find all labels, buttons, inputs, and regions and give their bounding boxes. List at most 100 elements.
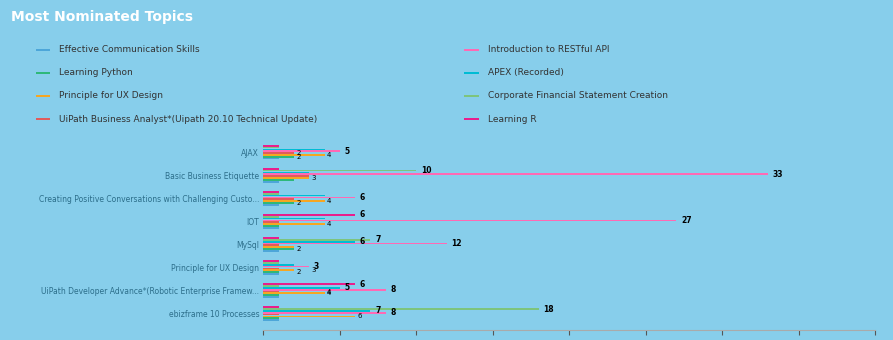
Text: 4: 4: [327, 290, 331, 296]
Bar: [263, 314, 279, 316]
Bar: [263, 181, 279, 183]
Text: 2: 2: [296, 200, 301, 206]
FancyBboxPatch shape: [464, 118, 479, 120]
Bar: [263, 287, 340, 289]
Bar: [263, 227, 279, 229]
Bar: [263, 269, 294, 271]
Text: 3: 3: [314, 262, 319, 271]
Bar: [263, 319, 279, 321]
Text: 33: 33: [772, 170, 783, 179]
Bar: [263, 283, 355, 285]
Text: 5: 5: [345, 147, 350, 156]
Text: 4: 4: [327, 221, 331, 227]
Text: 6: 6: [360, 210, 365, 219]
Text: UiPath Business Analyst*(Uipath 20.10 Technical Update): UiPath Business Analyst*(Uipath 20.10 Te…: [59, 115, 317, 123]
Text: APEX (Recorded): APEX (Recorded): [488, 68, 563, 77]
Bar: [263, 150, 340, 152]
Bar: [263, 310, 371, 312]
Text: 8: 8: [390, 308, 396, 317]
Bar: [263, 223, 325, 225]
Text: Introduction to RESTful API: Introduction to RESTful API: [488, 45, 609, 54]
Bar: [263, 241, 355, 242]
Bar: [263, 271, 279, 273]
Bar: [263, 204, 279, 206]
Bar: [263, 195, 325, 197]
Text: 2: 2: [296, 150, 301, 156]
Bar: [263, 175, 309, 177]
Bar: [263, 154, 325, 156]
Bar: [263, 218, 325, 219]
Bar: [263, 149, 325, 150]
Bar: [263, 291, 279, 292]
Bar: [263, 264, 294, 266]
Text: 8: 8: [390, 285, 396, 294]
Text: 2: 2: [296, 269, 301, 275]
Bar: [263, 214, 355, 216]
Bar: [263, 250, 279, 252]
Bar: [263, 312, 386, 313]
Bar: [263, 200, 325, 202]
Bar: [263, 289, 386, 290]
Bar: [263, 145, 279, 147]
Bar: [263, 294, 279, 296]
Bar: [263, 197, 355, 198]
Bar: [263, 285, 279, 287]
Bar: [263, 147, 279, 148]
Bar: [263, 248, 294, 250]
Text: 27: 27: [681, 216, 691, 225]
Text: 7: 7: [375, 306, 380, 316]
Bar: [263, 179, 294, 181]
Text: Most Nominated Topics: Most Nominated Topics: [11, 10, 193, 24]
Text: 6: 6: [360, 193, 365, 202]
FancyBboxPatch shape: [464, 95, 479, 97]
Bar: [263, 266, 309, 268]
Bar: [263, 170, 416, 171]
Text: 7: 7: [375, 235, 380, 244]
Bar: [263, 191, 279, 193]
Bar: [263, 198, 294, 200]
Bar: [263, 292, 325, 294]
Bar: [263, 244, 279, 246]
Text: 2: 2: [296, 154, 301, 160]
Bar: [263, 202, 294, 204]
Bar: [263, 220, 676, 221]
FancyBboxPatch shape: [36, 72, 50, 74]
Bar: [263, 193, 279, 194]
Bar: [263, 243, 447, 244]
Bar: [263, 168, 279, 170]
Bar: [263, 260, 279, 262]
Bar: [263, 308, 538, 310]
Bar: [263, 221, 279, 223]
Text: 2: 2: [296, 246, 301, 252]
Bar: [263, 273, 279, 275]
Bar: [263, 216, 279, 218]
Text: 18: 18: [543, 305, 554, 313]
Bar: [263, 268, 279, 269]
Bar: [263, 318, 279, 319]
Bar: [263, 246, 294, 248]
Bar: [263, 237, 279, 239]
Bar: [263, 172, 309, 173]
Bar: [263, 306, 279, 308]
FancyBboxPatch shape: [36, 49, 50, 51]
Bar: [263, 156, 294, 158]
Text: Learning R: Learning R: [488, 115, 536, 123]
Bar: [263, 225, 279, 227]
Text: 3: 3: [312, 267, 316, 273]
FancyBboxPatch shape: [464, 49, 479, 51]
FancyBboxPatch shape: [464, 72, 479, 74]
Text: 6: 6: [360, 279, 365, 289]
Text: 6: 6: [360, 237, 365, 246]
Text: 4: 4: [327, 152, 331, 158]
Text: 5: 5: [345, 283, 350, 292]
Bar: [263, 173, 768, 175]
Text: Principle for UX Design: Principle for UX Design: [59, 91, 163, 100]
Text: 12: 12: [452, 239, 462, 248]
Text: Effective Communication Skills: Effective Communication Skills: [59, 45, 199, 54]
Text: 4: 4: [327, 198, 331, 204]
Text: 10: 10: [421, 166, 431, 175]
Text: 3: 3: [312, 175, 316, 181]
Text: 6: 6: [357, 313, 362, 319]
Bar: [263, 158, 279, 159]
Text: Corporate Financial Statement Creation: Corporate Financial Statement Creation: [488, 91, 668, 100]
